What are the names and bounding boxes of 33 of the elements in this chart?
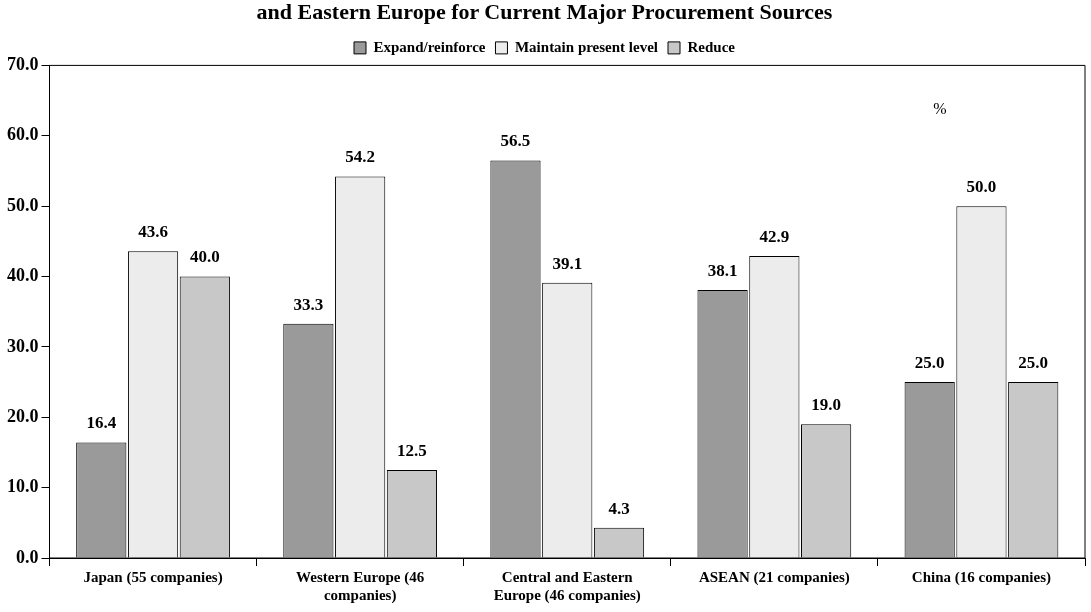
y-tick-label: 20.0	[7, 405, 39, 426]
x-tick-label: ASEAN (21 companies)	[698, 568, 850, 586]
data-label: 40.0	[189, 247, 220, 267]
data-label: 19.0	[811, 395, 841, 415]
y-tick-label: 10.0	[7, 476, 39, 497]
legend-label: Maintain present level	[514, 38, 659, 55]
y-tick-label: 0.0	[16, 546, 39, 567]
data-label: 42.9	[759, 227, 790, 246]
x-tick-label: China (16 companies)	[911, 568, 1052, 586]
y-tick-label: 70.0	[7, 54, 39, 75]
y-tick-label: 30.0	[7, 335, 39, 356]
x-tick-label: Central and Eastern Europe (46 companies)	[493, 568, 641, 604]
data-label: 50.0	[966, 177, 997, 197]
annotation: %	[933, 99, 947, 117]
data-label: 56.5	[500, 131, 531, 151]
x-tick-label: Japan (55 companies)	[83, 568, 223, 586]
data-label: 16.4	[86, 413, 117, 433]
x-tick-label: Western Europe (46 companies)	[296, 568, 425, 604]
data-label: 54.2	[345, 147, 376, 167]
data-label: 38.1	[707, 260, 738, 280]
data-label: 12.5	[397, 440, 427, 460]
data-label: 4.3	[608, 498, 630, 518]
y-tick-label: 50.0	[7, 194, 39, 215]
data-label: 39.1	[552, 253, 583, 273]
data-label: 25.0	[914, 352, 945, 372]
data-label: 33.3	[293, 294, 324, 314]
y-tick-label: 40.0	[7, 265, 39, 286]
legend-label: Reduce	[687, 38, 736, 55]
y-tick-label: 60.0	[7, 124, 39, 145]
data-label: 25.0	[1018, 352, 1049, 372]
data-label: 43.6	[138, 222, 168, 242]
legend-label: Expand/reinforce	[373, 38, 486, 55]
chart-title: and Eastern Europe for Current Major Procurement Sources	[256, 0, 833, 24]
